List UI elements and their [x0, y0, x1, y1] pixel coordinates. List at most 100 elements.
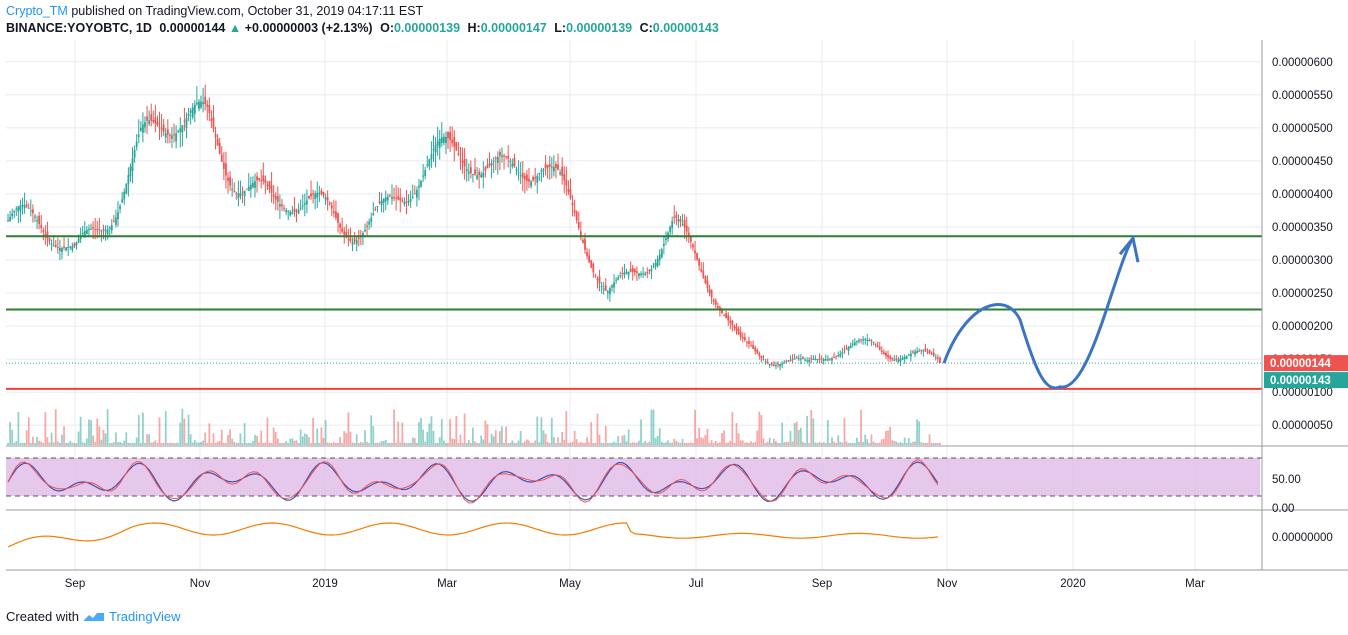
volume-bar — [225, 442, 227, 445]
volume-bar — [648, 441, 651, 445]
candle-body — [598, 276, 601, 284]
candle-body — [939, 357, 941, 364]
candle-body — [372, 213, 375, 216]
candle-body — [79, 235, 82, 240]
volume-bar — [235, 442, 238, 445]
candle-body — [864, 339, 867, 341]
candle-body — [912, 351, 914, 353]
volume-bar — [436, 442, 439, 445]
volume-bar — [391, 442, 393, 445]
volume-bar — [38, 440, 41, 445]
author-link[interactable]: Crypto_TM — [6, 4, 68, 18]
candle-body — [310, 193, 312, 197]
volume-bar — [177, 442, 180, 445]
candle-body — [368, 221, 371, 225]
candle-body — [656, 258, 659, 267]
candle-body — [613, 282, 615, 288]
candle-body — [885, 352, 887, 357]
candle-body — [314, 193, 317, 199]
volume-bar — [833, 441, 835, 445]
candle-body — [403, 201, 406, 205]
volume-bar — [457, 443, 460, 445]
candle-body — [40, 224, 43, 228]
chart-area[interactable]: 0.00000600 0.00000550 0.00000500 0.00000450… — [0, 40, 1348, 600]
price-tick-label: 0.00000100 — [1272, 387, 1333, 399]
candle-body — [210, 118, 213, 121]
volume-bar — [137, 414, 140, 445]
volume-bar — [660, 441, 663, 445]
volume-bar — [330, 443, 333, 445]
candle-body — [449, 132, 451, 141]
candle-body — [467, 171, 470, 174]
volume-bar — [795, 421, 798, 445]
candle-body — [25, 204, 28, 207]
candle-body — [345, 232, 348, 238]
volume-bar — [625, 441, 628, 445]
publish-line: Crypto_TM published on TradingView.com, … — [6, 4, 423, 18]
candle-body — [584, 238, 586, 250]
candle-body — [536, 176, 539, 183]
volume-bar — [445, 443, 447, 445]
candle-body — [509, 160, 512, 162]
close-value: 0.00000143 — [652, 21, 719, 35]
volume-bar — [283, 442, 285, 445]
candle-body — [839, 353, 842, 357]
volume-bar — [262, 442, 265, 445]
volume-bar — [438, 437, 441, 445]
volume-bar — [779, 442, 782, 445]
last-price-badge — [1264, 355, 1348, 372]
volume-bar — [939, 442, 941, 445]
volume-bar — [272, 427, 275, 445]
candle-body — [528, 178, 530, 182]
candle-body — [393, 197, 395, 199]
candle-body — [235, 192, 238, 194]
volume-bar — [503, 442, 505, 445]
candle-body — [920, 349, 923, 351]
volume-bar — [430, 416, 433, 445]
candle-body — [231, 189, 234, 191]
low-label: L: — [554, 21, 567, 35]
candle-body — [714, 300, 717, 305]
volume-bar — [708, 443, 711, 445]
candle-body — [652, 266, 655, 268]
candle-body — [538, 172, 541, 175]
candle-body — [324, 197, 327, 200]
candle-body — [922, 350, 925, 352]
volume-bar — [96, 418, 99, 445]
candle-body — [733, 325, 736, 328]
candle-body — [909, 353, 912, 357]
candle-body — [710, 289, 713, 298]
volume-bar — [393, 409, 395, 445]
volume-bar — [164, 411, 167, 445]
candle-body — [673, 216, 676, 218]
price-tick-label: 0.00000400 — [1272, 189, 1333, 201]
tradingview-link[interactable]: TradingView — [108, 609, 181, 624]
candle-body — [507, 155, 510, 159]
candle-body — [98, 229, 101, 231]
volume-bar — [349, 431, 352, 445]
candle-body — [73, 243, 76, 247]
volume-bar — [876, 442, 879, 445]
candle-body — [704, 276, 707, 284]
volume-bar — [924, 442, 927, 445]
candle-body — [96, 229, 99, 231]
volume-bar — [58, 442, 61, 445]
volume-bar — [536, 416, 539, 445]
volume-bar — [15, 441, 18, 445]
candle-body — [837, 355, 840, 357]
candle-body — [575, 211, 578, 221]
candle-body — [123, 191, 126, 200]
volume-bar — [299, 429, 302, 445]
candle-body — [847, 347, 850, 351]
candle-body — [411, 196, 414, 198]
volume-bar — [233, 441, 236, 445]
volume-bar — [936, 442, 939, 445]
candle-body — [399, 197, 402, 201]
candle-body — [853, 342, 856, 346]
candle-body — [499, 152, 501, 156]
volume-bar — [739, 440, 742, 445]
volume-bar — [142, 412, 144, 445]
volume-bar — [858, 441, 860, 445]
candle-body — [758, 353, 761, 356]
candle-body — [187, 114, 190, 117]
